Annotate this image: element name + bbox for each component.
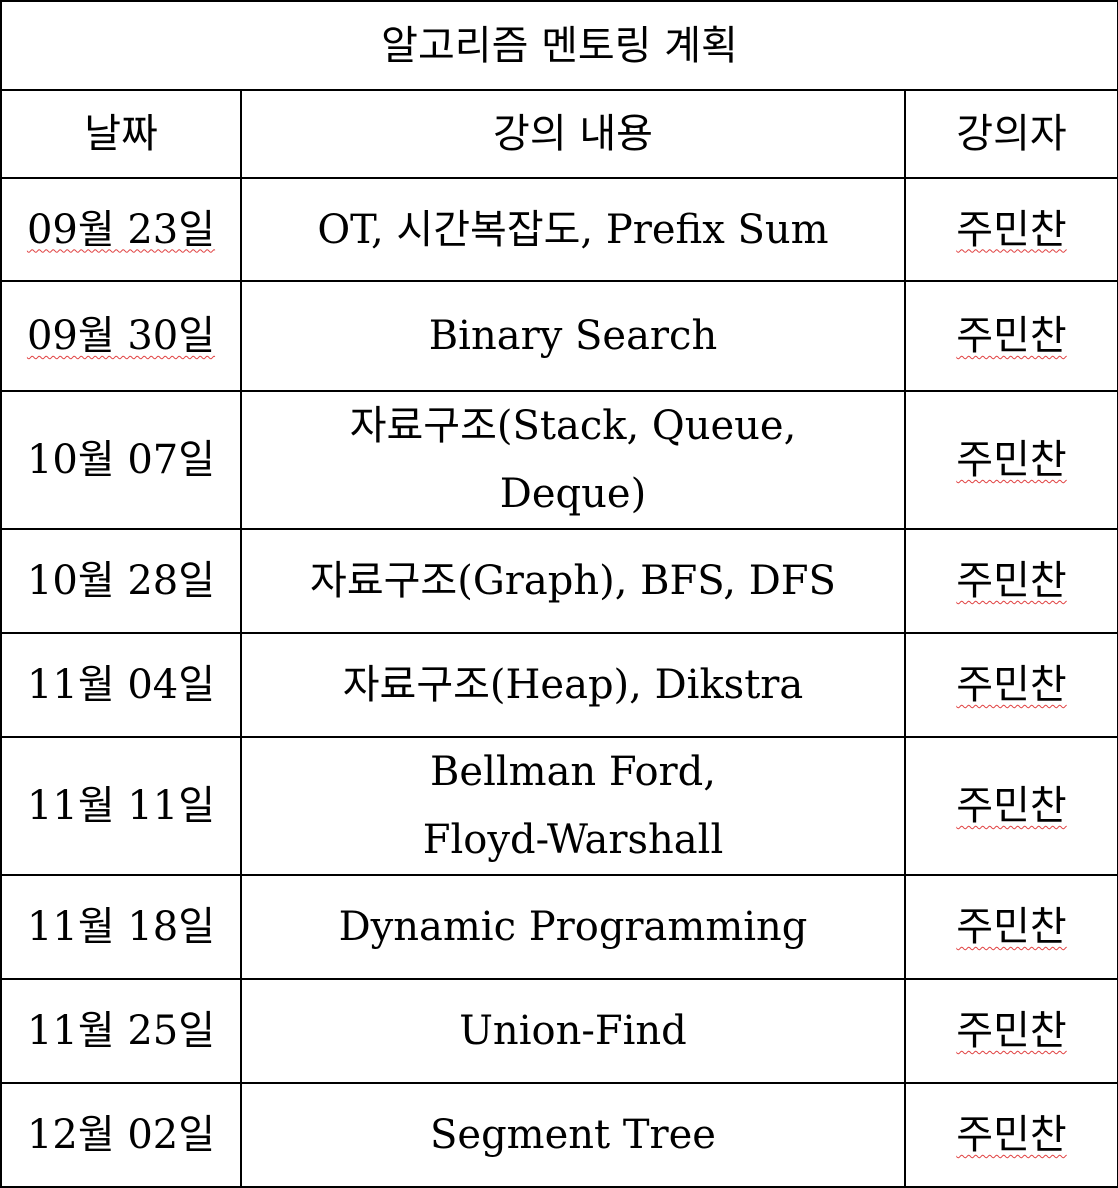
date-text: 09월 23일	[26, 206, 216, 253]
lecturer-cell: 주민찬	[904, 390, 1118, 530]
lecturer-text: 주민찬	[956, 558, 1067, 604]
content-text: OT, 시간복잡도, Prefix Sum	[317, 206, 829, 253]
date-cell: 11월 04일	[0, 632, 242, 738]
table-row: 10월 07일 자료구조(Stack, Queue, Deque) 주민찬	[0, 390, 1118, 530]
lecturer-cell: 주민찬	[904, 874, 1118, 980]
content-cell: Bellman Ford, Floyd-Warshall	[240, 736, 906, 876]
lecturer-text: 주민찬	[956, 437, 1067, 483]
content-text: Bellman Ford, Floyd-Warshall	[422, 749, 724, 863]
lecturer-cell: 주민찬	[904, 736, 1118, 876]
lecturer-text: 주민찬	[956, 1112, 1067, 1158]
lecturer-text: 주민찬	[956, 1008, 1067, 1054]
table-row: 11월 18일 Dynamic Programming 주민찬	[0, 874, 1118, 980]
date-text: 10월 07일	[26, 437, 216, 483]
header-date: 날짜	[0, 89, 242, 179]
date-text: 11월 11일	[26, 783, 216, 829]
content-text: Dynamic Programming	[338, 904, 808, 950]
date-text: 12월 02일	[26, 1112, 216, 1158]
content-text: 자료구조(Heap), Dikstra	[342, 662, 804, 708]
content-cell: Dynamic Programming	[240, 874, 906, 980]
table-row: 12월 02일 Segment Tree 주민찬	[0, 1082, 1118, 1188]
lecturer-text: 주민찬	[956, 313, 1067, 359]
lecturer-cell: 주민찬	[904, 1082, 1118, 1188]
header-row: 날짜 강의 내용 강의자	[0, 89, 1118, 179]
content-cell: OT, 시간복잡도, Prefix Sum	[240, 177, 906, 282]
content-cell: 자료구조(Heap), Dikstra	[240, 632, 906, 738]
content-text: Binary Search	[428, 313, 718, 359]
date-cell: 10월 28일	[0, 528, 242, 634]
date-cell: 10월 07일	[0, 390, 242, 530]
content-cell: 자료구조(Stack, Queue, Deque)	[240, 390, 906, 530]
date-cell: 09월 23일	[0, 177, 242, 282]
date-cell: 11월 25일	[0, 978, 242, 1084]
lecturer-text: 주민찬	[956, 904, 1067, 950]
date-text: 10월 28일	[26, 558, 216, 604]
content-text: Union-Find	[459, 1008, 687, 1054]
table-row: 09월 23일 OT, 시간복잡도, Prefix Sum 주민찬	[0, 177, 1118, 282]
date-text: 11월 18일	[26, 904, 216, 950]
lecturer-text: 주민찬	[956, 783, 1067, 829]
content-cell: 자료구조(Graph), BFS, DFS	[240, 528, 906, 634]
header-lecturer: 강의자	[904, 89, 1118, 179]
lecturer-cell: 주민찬	[904, 177, 1118, 282]
date-cell: 11월 18일	[0, 874, 242, 980]
date-text: 11월 25일	[26, 1008, 216, 1054]
lecturer-cell: 주민찬	[904, 528, 1118, 634]
lecturer-cell: 주민찬	[904, 978, 1118, 1084]
lecturer-text: 주민찬	[956, 662, 1067, 708]
table-title: 알고리즘 멘토링 계획	[0, 0, 1118, 91]
date-cell: 12월 02일	[0, 1082, 242, 1188]
date-cell: 11월 11일	[0, 736, 242, 876]
content-text: 자료구조(Stack, Queue, Deque)	[349, 403, 797, 517]
table-row: 10월 28일 자료구조(Graph), BFS, DFS 주민찬	[0, 528, 1118, 634]
table-row: 11월 25일 Union-Find 주민찬	[0, 978, 1118, 1084]
content-cell: Union-Find	[240, 978, 906, 1084]
lecturer-cell: 주민찬	[904, 632, 1118, 738]
table-row: 09월 30일 Binary Search 주민찬	[0, 280, 1118, 392]
date-cell: 09월 30일	[0, 280, 242, 392]
content-text: Segment Tree	[430, 1112, 716, 1158]
date-text: 09월 30일	[26, 313, 216, 359]
table-row: 11월 11일 Bellman Ford, Floyd-Warshall 주민찬	[0, 736, 1118, 876]
lecturer-text: 주민찬	[956, 206, 1067, 253]
lecturer-cell: 주민찬	[904, 280, 1118, 392]
content-cell: Segment Tree	[240, 1082, 906, 1188]
date-text: 11월 04일	[26, 662, 216, 708]
table-row: 11월 04일 자료구조(Heap), Dikstra 주민찬	[0, 632, 1118, 738]
title-row: 알고리즘 멘토링 계획	[0, 0, 1118, 91]
content-cell: Binary Search	[240, 280, 906, 392]
content-text: 자료구조(Graph), BFS, DFS	[310, 558, 836, 604]
header-content: 강의 내용	[240, 89, 906, 179]
